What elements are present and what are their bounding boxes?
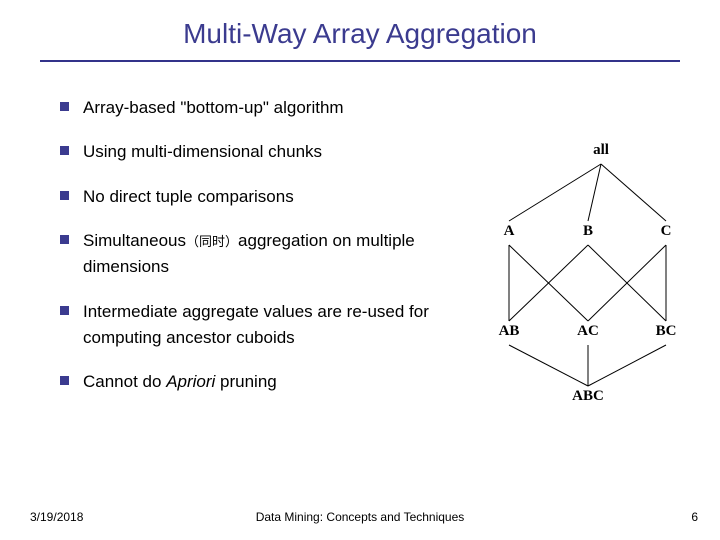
- bullet-text: Using multi-dimensional chunks: [83, 139, 322, 165]
- bullet-list: Array-based "bottom-up" algorithm Using m…: [60, 95, 460, 414]
- footer-title: Data Mining: Concepts and Techniques: [0, 510, 720, 524]
- svg-text:AB: AB: [499, 323, 520, 339]
- svg-text:AC: AC: [577, 323, 599, 339]
- bullet-item: Array-based "bottom-up" algorithm: [60, 95, 460, 121]
- footer-page-number: 6: [691, 510, 698, 524]
- slide-footer: 3/19/2018 Data Mining: Concepts and Tech…: [0, 510, 720, 530]
- bullet-text: Intermediate aggregate values are re-use…: [83, 299, 460, 352]
- bullet-text: Simultaneous（同时）aggregation on multiple …: [83, 228, 460, 281]
- slide-title: Multi-Way Array Aggregation: [0, 0, 720, 60]
- cuboid-lattice-diagram: allABCABACBCABC: [466, 140, 696, 420]
- svg-text:C: C: [661, 223, 672, 239]
- bullet-marker: [60, 235, 69, 244]
- bullet-item: Cannot do Apriori pruning: [60, 369, 460, 395]
- svg-text:B: B: [583, 223, 593, 239]
- svg-text:BC: BC: [656, 323, 677, 339]
- bullet-marker: [60, 146, 69, 155]
- bullet-text: Array-based "bottom-up" algorithm: [83, 95, 344, 121]
- title-underline: [40, 60, 680, 62]
- svg-text:ABC: ABC: [572, 388, 604, 404]
- svg-text:all: all: [593, 142, 609, 158]
- bullet-item: Using multi-dimensional chunks: [60, 139, 460, 165]
- bullet-item: No direct tuple comparisons: [60, 184, 460, 210]
- bullet-marker: [60, 306, 69, 315]
- bullet-item: Simultaneous（同时）aggregation on multiple …: [60, 228, 460, 281]
- bullet-marker: [60, 191, 69, 200]
- bullet-text: No direct tuple comparisons: [83, 184, 294, 210]
- bullet-text: Cannot do Apriori pruning: [83, 369, 277, 395]
- svg-text:A: A: [504, 223, 515, 239]
- bullet-marker: [60, 102, 69, 111]
- bullet-item: Intermediate aggregate values are re-use…: [60, 299, 460, 352]
- bullet-marker: [60, 376, 69, 385]
